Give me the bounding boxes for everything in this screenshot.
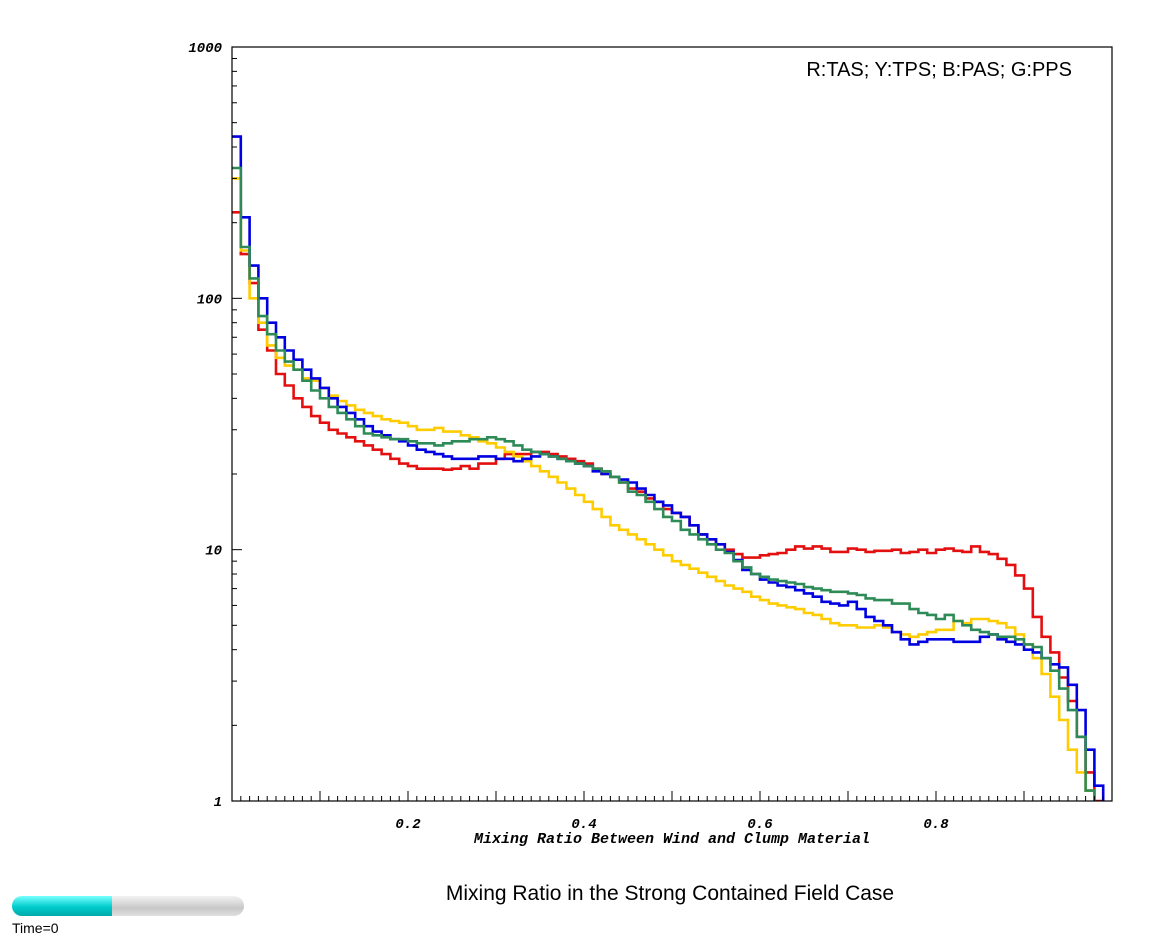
x-tick-label: 0.8 (923, 817, 949, 833)
time-label: Time=0 (12, 920, 59, 936)
y-tick-label: 100 (197, 292, 222, 308)
y-tick-label: 10 (205, 544, 222, 560)
series-line-2 (232, 135, 1105, 801)
time-slider[interactable] (12, 896, 244, 916)
y-tick-label: 1000 (188, 41, 222, 57)
tick-layer: 0.2 0.4 0.6 0.8 1 10 100 1000 (188, 41, 1104, 833)
x-tick-label: 0.6 (747, 817, 773, 833)
y-tick-label: 1 (214, 795, 222, 811)
x-axis-title: Mixing Ratio Between Wind and Clump Mate… (473, 831, 870, 848)
series-layer (232, 135, 1105, 801)
legend-text: R:TAS; Y:TPS; B:PAS; G:PPS (806, 59, 1072, 81)
x-tick-label: 0.4 (571, 817, 596, 833)
time-slider-fill (12, 896, 112, 916)
x-tick-label: 0.2 (395, 817, 421, 833)
series-line-3 (232, 166, 1096, 801)
chart-caption: Mixing Ratio in the Strong Contained Fie… (445, 882, 895, 905)
